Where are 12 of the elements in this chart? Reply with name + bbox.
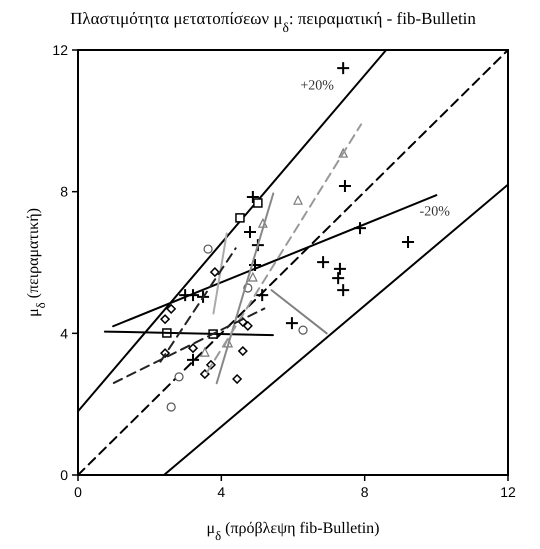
y-tick-label: 0 [60, 467, 68, 483]
chart-title: Πλαστιμότητα μετατοπίσεων μ$_{δ}$: πειραματική - fib-Bulletin [70, 9, 476, 34]
x-tick-label: 8 [360, 484, 369, 500]
series-label: -20% [420, 204, 450, 220]
x-tick-label: 12 [500, 484, 516, 500]
y-tick-label: 4 [60, 325, 68, 342]
y-tick-label: 8 [60, 184, 68, 200]
y-tick-label: 12 [52, 42, 68, 58]
x-axis-title: μ$_{δ}$ (πρόβλεψη fib-Bulletin) [206, 520, 380, 543]
x-tick-label: 4 [217, 484, 226, 500]
series-label: +20% [300, 78, 334, 94]
x-tick-label: 0 [74, 484, 82, 500]
